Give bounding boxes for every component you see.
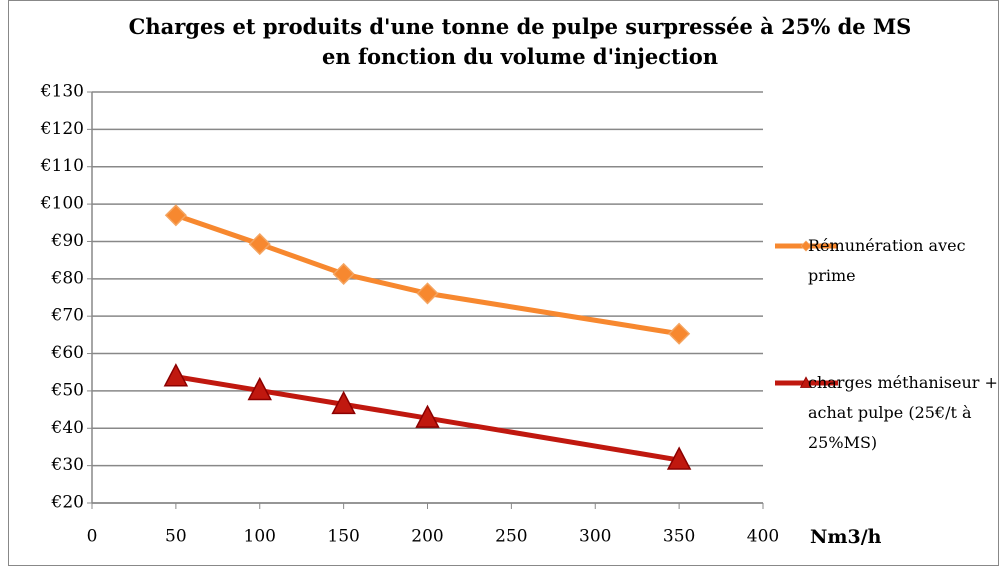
legend-label: charges méthaniseur + achat pulpe (25€/t… [808, 373, 998, 452]
triangle-marker [799, 376, 813, 388]
triangle-marker [415, 404, 440, 428]
diamond-marker [668, 322, 691, 345]
y-tick-label: €40 [51, 418, 84, 438]
y-tick-label: €90 [51, 231, 84, 251]
diamond-marker [800, 240, 812, 252]
diamond-marker [248, 233, 271, 256]
x-tick-label: 300 [579, 527, 611, 547]
y-tick-label: €70 [51, 306, 84, 326]
y-tick-label: €50 [51, 380, 84, 400]
x-tick-label: 100 [244, 527, 276, 547]
x-axis-label: Nm3/h [810, 526, 882, 548]
x-tick-label: 350 [663, 527, 695, 547]
y-tick-label: €30 [51, 455, 84, 475]
x-tick-label: 0 [87, 527, 98, 547]
legend-label: Rémunération avec prime [808, 236, 966, 285]
x-tick-label: 150 [327, 527, 359, 547]
y-tick-label: €110 [40, 156, 84, 176]
x-tick-label: 400 [747, 527, 779, 547]
triangle-marker [331, 390, 356, 415]
triangle-marker [163, 363, 189, 387]
diamond-marker [332, 262, 355, 286]
diamond-marker [164, 204, 187, 227]
y-tick-label: €80 [51, 268, 84, 288]
y-tick-label: €120 [40, 119, 84, 139]
y-tick-label: €60 [51, 343, 84, 363]
x-tick-label: 250 [495, 527, 527, 547]
x-tick-label: 50 [165, 527, 187, 547]
y-tick-label: €130 [40, 82, 84, 102]
y-tick-label: €100 [40, 194, 84, 214]
diamond-marker [416, 282, 439, 305]
chart-title: Charges et produits d'une tonne de pulpe… [128, 14, 912, 69]
triangle-marker [666, 446, 692, 470]
x-tick-label: 200 [411, 527, 443, 547]
triangle-marker [247, 376, 272, 401]
y-tick-label: €20 [51, 493, 84, 513]
